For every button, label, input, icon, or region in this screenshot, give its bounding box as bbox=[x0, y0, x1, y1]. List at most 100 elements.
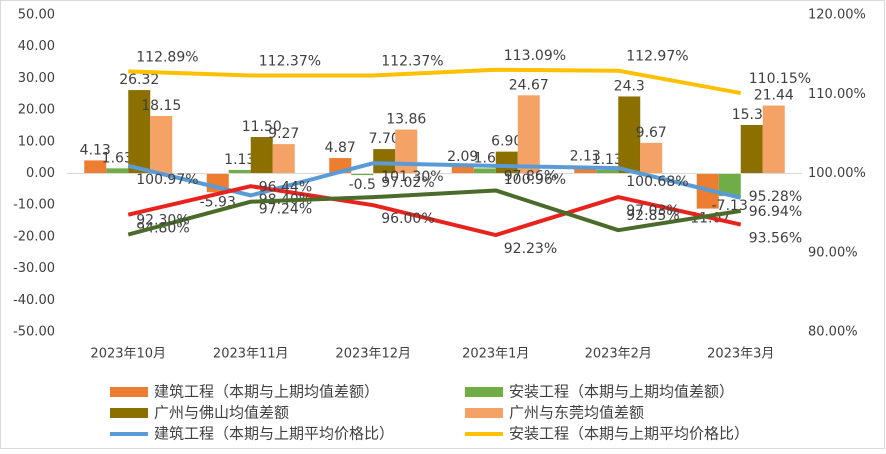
y-tick-label: 0.00 bbox=[26, 166, 55, 181]
data-label: 92.30% bbox=[136, 213, 189, 229]
bar bbox=[618, 96, 641, 174]
data-label: 97.03% bbox=[626, 203, 679, 219]
x-tick-label: 2023年12月 bbox=[335, 347, 411, 362]
y-tick-label: -30.00 bbox=[13, 261, 55, 276]
bar bbox=[718, 173, 741, 197]
data-label: 101.30% bbox=[381, 169, 443, 185]
bar bbox=[351, 173, 374, 176]
legend-swatch bbox=[110, 387, 148, 397]
data-label: 18.15 bbox=[141, 98, 181, 114]
data-label: -0.5 bbox=[349, 177, 376, 193]
legend-label: 建筑工程（本期与上期平均价格比） bbox=[154, 425, 394, 443]
bar bbox=[762, 105, 785, 174]
data-label: 112.97% bbox=[626, 49, 688, 65]
y-tick-label: 30.00 bbox=[18, 71, 55, 86]
data-label: 6.90 bbox=[491, 134, 522, 150]
y-tick-label: 20.00 bbox=[18, 103, 55, 118]
data-label: 2.09 bbox=[447, 149, 478, 165]
y-tick-label: 50.00 bbox=[18, 8, 55, 23]
data-label: 1.13 bbox=[592, 152, 623, 168]
legend-swatch bbox=[465, 408, 503, 418]
y2-tick-label: 80.00% bbox=[808, 325, 858, 340]
data-label: 113.09% bbox=[504, 48, 566, 64]
bar bbox=[272, 144, 295, 174]
data-label: 97.02% bbox=[381, 175, 434, 191]
x-tick-label: 2023年1月 bbox=[462, 347, 529, 362]
legend-label: 建筑工程（本期与上期均值差额） bbox=[154, 383, 379, 401]
data-label: 24.3 bbox=[614, 78, 645, 94]
legend-label: 安装工程（本期与上期平均价格比） bbox=[509, 425, 749, 443]
x-tick-label: 2023年10月 bbox=[90, 347, 166, 362]
data-label: 4.13 bbox=[80, 142, 111, 158]
data-label: 100.97% bbox=[136, 172, 198, 188]
bar bbox=[473, 168, 496, 174]
y-tick-label: -50.00 bbox=[13, 325, 55, 340]
data-label: 97.86% bbox=[504, 168, 557, 184]
bar bbox=[740, 124, 763, 174]
legend-label: 安装工程（本期与上期均值差额） bbox=[509, 383, 734, 401]
data-label: 21.44 bbox=[754, 88, 794, 104]
data-label: 100.68% bbox=[626, 174, 688, 190]
data-label: 94.80% bbox=[136, 221, 189, 237]
legend-swatch bbox=[110, 408, 148, 418]
data-label: 4.87 bbox=[325, 140, 356, 156]
x-tick-label: 2023年2月 bbox=[585, 347, 652, 362]
bar bbox=[150, 115, 173, 174]
bar bbox=[128, 90, 151, 174]
data-label: 97.24% bbox=[259, 201, 312, 217]
data-label: 96.94% bbox=[749, 204, 802, 220]
data-label: 112.89% bbox=[136, 49, 198, 65]
bar bbox=[84, 160, 107, 174]
y-tick-label: 40.00 bbox=[18, 39, 55, 54]
data-label: 7.70 bbox=[369, 131, 400, 147]
data-label: 11.50 bbox=[242, 119, 282, 135]
legend-label: 广州与佛山均值差额 bbox=[154, 404, 289, 422]
y-tick-label: -20.00 bbox=[13, 229, 55, 244]
line bbox=[127, 184, 742, 238]
bar bbox=[373, 149, 396, 174]
data-label: 112.37% bbox=[381, 53, 443, 69]
data-label: 13.86 bbox=[386, 112, 426, 128]
data-label: 15.30 bbox=[732, 107, 772, 123]
data-label: 1.13 bbox=[224, 152, 255, 168]
line bbox=[127, 188, 742, 237]
data-label: 9.27 bbox=[268, 126, 299, 142]
data-label: 24.67 bbox=[509, 77, 549, 93]
x-tick-label: 2023年3月 bbox=[707, 347, 774, 362]
data-label: 110.15% bbox=[749, 71, 811, 87]
data-label: 100.96% bbox=[504, 172, 566, 188]
data-label: 96.00% bbox=[381, 211, 434, 227]
y-tick-label: -10.00 bbox=[13, 198, 55, 213]
data-label: 112.37% bbox=[259, 53, 321, 69]
legend-swatch bbox=[465, 387, 503, 397]
data-label: 9.67 bbox=[636, 125, 667, 141]
bar bbox=[640, 142, 663, 174]
y2-tick-label: 100.00% bbox=[808, 166, 866, 181]
legend-label: 广州与东莞均值差额 bbox=[509, 404, 644, 422]
data-label: 1.63 bbox=[102, 150, 133, 166]
data-label: 95.28% bbox=[749, 189, 802, 205]
data-label: 92.85% bbox=[626, 208, 679, 224]
bar bbox=[106, 168, 129, 174]
bar bbox=[596, 169, 619, 174]
y2-tick-label: 110.00% bbox=[808, 87, 866, 102]
data-label: 26.32 bbox=[119, 72, 159, 88]
y2-tick-label: 90.00% bbox=[808, 245, 858, 260]
x-tick-label: 2023年11月 bbox=[213, 347, 289, 362]
data-label: 93.56% bbox=[749, 231, 802, 247]
y2-tick-label: 120.00% bbox=[808, 8, 866, 23]
data-label: 1.6 bbox=[474, 150, 496, 166]
bar bbox=[517, 95, 540, 174]
data-label: 96.44% bbox=[259, 180, 312, 196]
data-label: 92.23% bbox=[504, 241, 557, 257]
bar bbox=[395, 129, 418, 174]
bar bbox=[451, 166, 474, 174]
y-tick-label: 10.00 bbox=[18, 134, 55, 149]
bar bbox=[228, 169, 251, 174]
y-tick-label: -40.00 bbox=[13, 293, 55, 308]
bar bbox=[574, 166, 597, 174]
line bbox=[128, 67, 742, 96]
data-label: 2.13 bbox=[570, 149, 601, 165]
bar bbox=[250, 137, 273, 174]
